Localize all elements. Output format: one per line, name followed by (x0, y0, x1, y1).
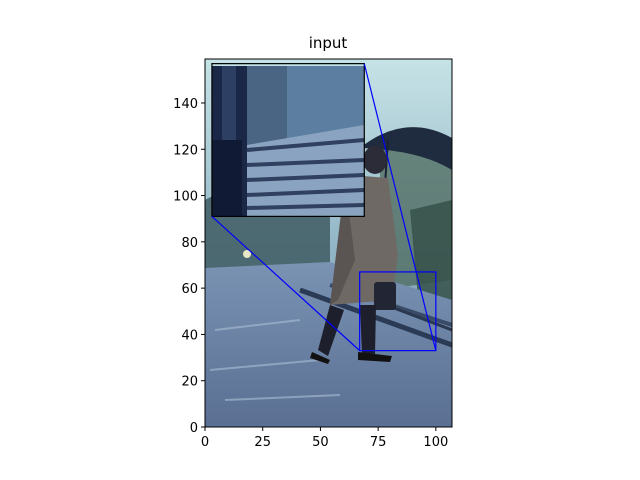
zoom-connector-line (211, 215, 361, 352)
y-tick-label: 140 (173, 97, 198, 112)
y-tick-label: 0 (190, 421, 198, 436)
y-tick-label: 40 (181, 328, 198, 343)
inset-frame (211, 63, 365, 217)
x-tick-label: 75 (370, 435, 387, 450)
y-tick-label: 120 (173, 143, 198, 158)
y-tick-label: 80 (181, 236, 198, 251)
x-axis: 0 25 50 75 100 (201, 427, 448, 450)
x-tick-label: 100 (423, 435, 448, 450)
y-tick-label: 20 (181, 375, 198, 390)
plot-area-frame (204, 58, 453, 428)
y-axis: 0 20 40 60 80 100 120 140 (173, 97, 205, 436)
chart-title: input (309, 34, 348, 52)
x-tick-label: 25 (254, 435, 271, 450)
zoom-connector-line (363, 63, 437, 351)
zoom-region-box (359, 271, 437, 352)
x-tick-label: 50 (312, 435, 329, 450)
x-tick-label: 0 (201, 435, 209, 450)
y-tick-label: 100 (173, 190, 198, 205)
inset-zoom-image (212, 66, 365, 217)
zoom-indicator (211, 63, 437, 352)
y-tick-label: 60 (181, 282, 198, 297)
